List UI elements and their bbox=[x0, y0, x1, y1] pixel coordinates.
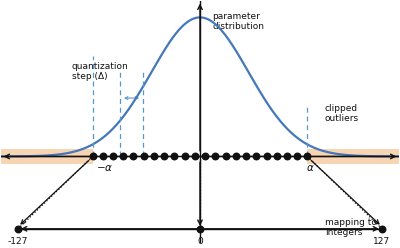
Point bbox=[120, 155, 126, 158]
Bar bbox=[1, 149, 92, 164]
Text: mapping to
integers: mapping to integers bbox=[325, 218, 377, 237]
Text: clipped
outliers: clipped outliers bbox=[325, 104, 359, 123]
Bar bbox=[308, 149, 399, 164]
Text: 127: 127 bbox=[374, 237, 390, 246]
Point bbox=[89, 155, 96, 158]
Text: $-\alpha$: $-\alpha$ bbox=[96, 163, 113, 173]
Point bbox=[274, 155, 280, 158]
Text: parameter
distribution: parameter distribution bbox=[212, 12, 264, 31]
Point bbox=[253, 155, 260, 158]
Point bbox=[222, 155, 229, 158]
Point bbox=[263, 155, 270, 158]
Point bbox=[100, 155, 106, 158]
Point bbox=[233, 155, 239, 158]
Point bbox=[294, 155, 300, 158]
Text: $\alpha$: $\alpha$ bbox=[306, 163, 314, 173]
Point bbox=[212, 155, 218, 158]
Point bbox=[110, 155, 116, 158]
Text: -127: -127 bbox=[8, 237, 28, 246]
Text: 0: 0 bbox=[197, 237, 203, 246]
Point bbox=[182, 155, 188, 158]
Point bbox=[284, 155, 290, 158]
Point bbox=[171, 155, 178, 158]
Point bbox=[15, 227, 21, 231]
Point bbox=[161, 155, 167, 158]
Point bbox=[304, 155, 311, 158]
Point bbox=[379, 227, 385, 231]
Point bbox=[130, 155, 137, 158]
Point bbox=[192, 155, 198, 158]
Point bbox=[243, 155, 249, 158]
Point bbox=[140, 155, 147, 158]
Point bbox=[151, 155, 157, 158]
Point bbox=[197, 227, 203, 231]
Point bbox=[202, 155, 208, 158]
Text: quantization
step (Δ): quantization step (Δ) bbox=[72, 62, 128, 81]
